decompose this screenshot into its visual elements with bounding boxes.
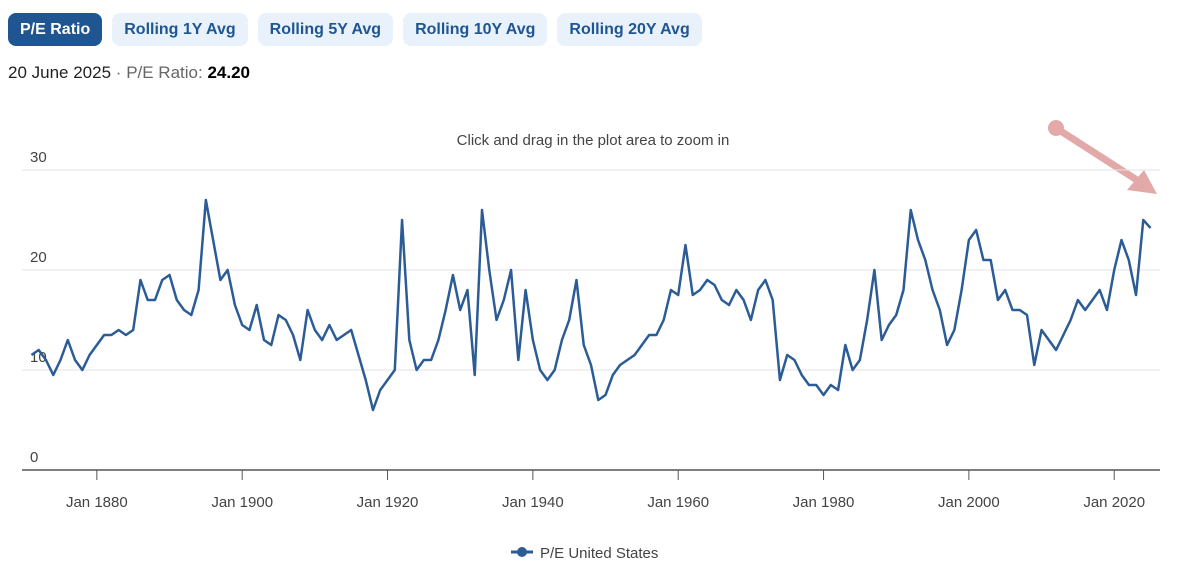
metric-label: P/E Ratio: xyxy=(126,63,203,82)
x-tick-label: Jan 2020 xyxy=(1083,494,1145,511)
y-tick-label: 30 xyxy=(30,149,47,166)
tab[interactable]: Rolling 20Y Avg xyxy=(557,13,702,46)
zoom-hint: Click and drag in the plot area to zoom … xyxy=(457,132,730,149)
metric-value: 24.20 xyxy=(207,63,251,82)
arrow-head xyxy=(1127,170,1157,194)
y-tick-label: 0 xyxy=(30,449,38,466)
x-tick-label: Jan 1920 xyxy=(357,494,419,511)
tab[interactable]: Rolling 5Y Avg xyxy=(257,13,394,46)
legend-item: P/E United States xyxy=(511,545,658,562)
x-tick-label: Jan 1900 xyxy=(211,494,273,511)
arrow-shaft xyxy=(1052,124,1144,186)
data-line xyxy=(30,198,1152,412)
legend-marker xyxy=(517,547,527,557)
tab[interactable]: Rolling 1Y Avg xyxy=(112,13,248,46)
x-tick-label: Jan 1940 xyxy=(502,494,564,511)
legend-label: P/E United States xyxy=(540,545,658,562)
header: 20 June 2025 · P/E Ratio: 24.20 xyxy=(8,63,250,83)
x-tick-label: Jan 2000 xyxy=(938,494,1000,511)
x-tick-label: Jan 1980 xyxy=(793,494,855,511)
arrow-annotation xyxy=(1048,120,1157,194)
date: 20 June 2025 xyxy=(8,63,112,82)
arrow-tail xyxy=(1048,120,1064,136)
tab[interactable]: P/E Ratio xyxy=(8,13,103,46)
y-tick-label: 20 xyxy=(30,249,47,266)
tab[interactable]: Rolling 10Y Avg xyxy=(403,13,548,46)
x-tick-label: Jan 1880 xyxy=(66,494,128,511)
tab-bar: P/E Ratio Rolling 1Y Avg Rolling 5Y Avg … xyxy=(8,13,702,46)
separator: · xyxy=(115,63,122,82)
x-tick-label: Jan 1960 xyxy=(647,494,709,511)
